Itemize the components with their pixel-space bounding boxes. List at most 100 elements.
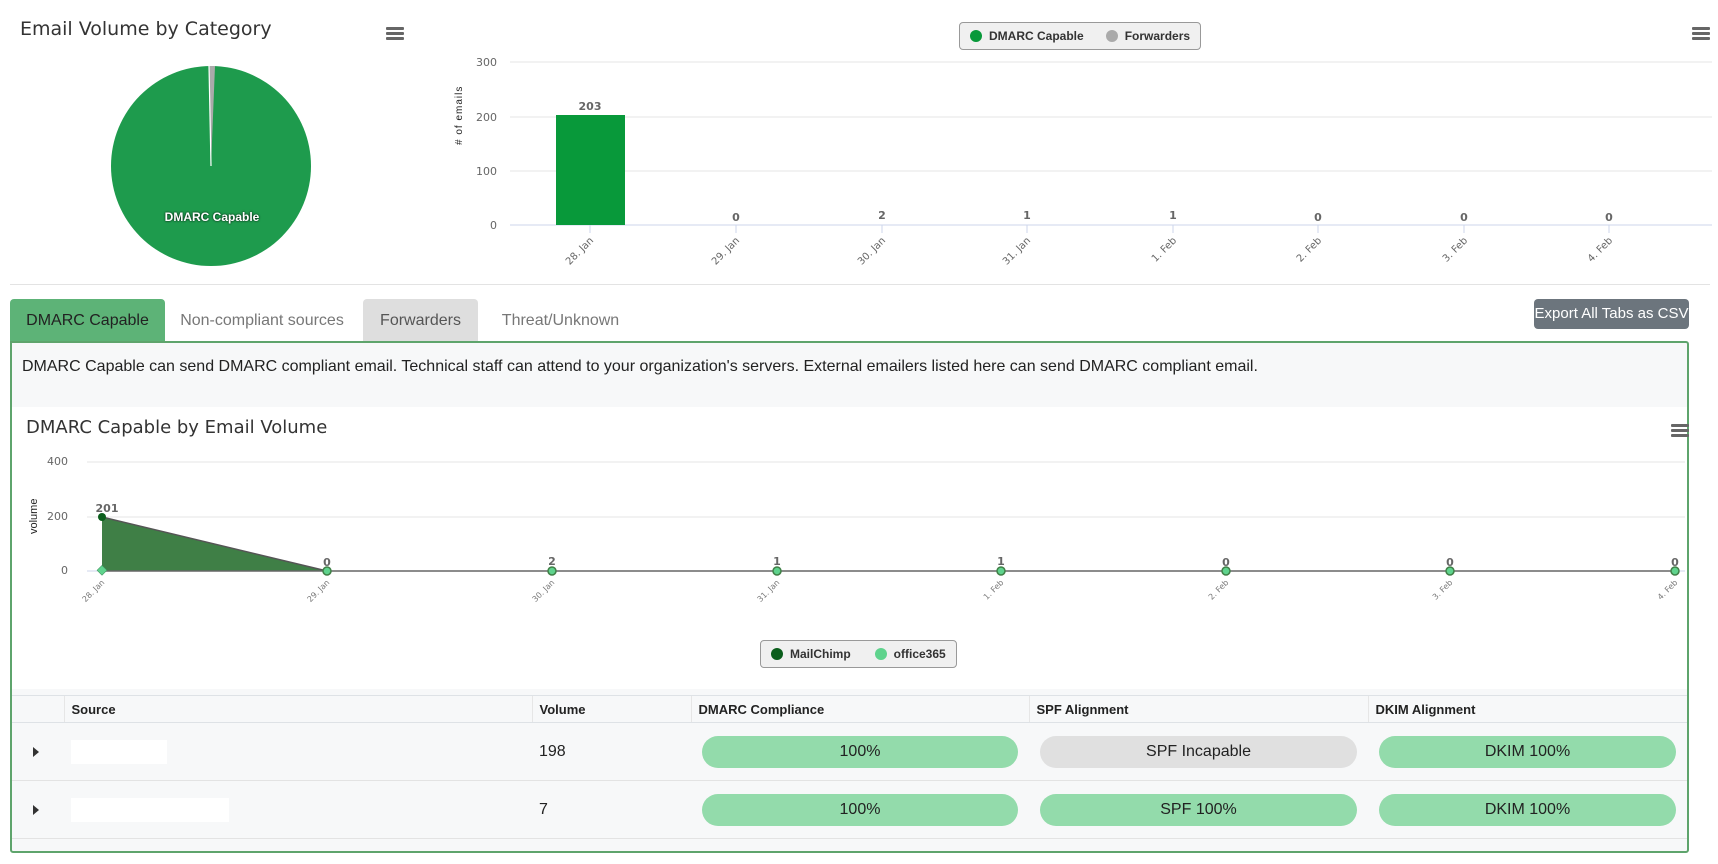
dkim-alignment-badge: DKIM 100% — [1379, 793, 1676, 826]
y-tick: 0 — [61, 564, 68, 577]
svg-text:203: 203 — [579, 100, 602, 113]
legend-dot-icon — [771, 648, 783, 660]
spf-alignment-badge: SPF 100% — [1040, 793, 1357, 826]
point[interactable] — [547, 566, 557, 576]
source-name[interactable] — [71, 797, 229, 822]
volume-cell: 198 — [532, 722, 691, 781]
svg-text:0: 0 — [1671, 556, 1679, 569]
y-axis-title: # of emails — [454, 85, 465, 145]
volume-cell: 7 — [532, 780, 691, 839]
legend-item-dmarc-capable[interactable]: DMARC Capable — [970, 29, 1084, 43]
bar-chart-legend: DMARC Capable Forwarders — [959, 22, 1202, 50]
sources-table: Source Volume DMARC Compliance SPF Align… — [12, 695, 1687, 839]
pie-chart-title: Email Volume by Category — [20, 18, 272, 40]
point[interactable] — [1221, 566, 1231, 576]
svg-text:3. Feb: 3. Feb — [1441, 235, 1470, 264]
svg-text:2. Feb: 2. Feb — [1207, 578, 1231, 602]
legend-item-office365[interactable]: office365 — [874, 647, 946, 661]
svg-text:0: 0 — [732, 211, 740, 224]
svg-text:29. Jan: 29. Jan — [710, 235, 742, 267]
point[interactable] — [322, 566, 332, 576]
col-dkim-alignment[interactable]: DKIM Alignment — [1367, 695, 1687, 723]
svg-text:29. Jan: 29. Jan — [306, 578, 332, 604]
tab-non-compliant-sources[interactable]: Non-compliant sources — [180, 312, 344, 329]
svg-text:0: 0 — [1222, 556, 1230, 569]
legend-item-forwarders[interactable]: Forwarders — [1105, 29, 1191, 43]
hamburger-menu-icon[interactable] — [1692, 27, 1710, 41]
point[interactable] — [1670, 566, 1680, 576]
point[interactable] — [1445, 566, 1455, 576]
point-mailchimp-28-jan[interactable] — [98, 513, 106, 521]
tab-description: DMARC Capable can send DMARC compliant e… — [22, 358, 1258, 375]
col-source[interactable]: Source — [63, 695, 532, 723]
legend-label: MailChimp — [790, 647, 851, 661]
table-row[interactable]: 198 100% SPF Incapable DKIM 100% — [12, 722, 1687, 781]
tab-dmarc-capable[interactable]: DMARC Capable — [10, 299, 165, 342]
y-tick: 100 — [476, 165, 497, 178]
expand-caret-icon[interactable] — [33, 804, 39, 815]
point[interactable] — [772, 566, 782, 576]
bar-28-jan[interactable] — [556, 115, 625, 225]
svg-text:1: 1 — [773, 555, 781, 568]
table-row[interactable]: 7 100% SPF 100% DKIM 100% — [12, 780, 1687, 839]
pie-chart — [111, 65, 311, 266]
source-name[interactable] — [71, 739, 167, 764]
svg-text:0: 0 — [1605, 211, 1613, 224]
svg-text:1: 1 — [997, 555, 1005, 568]
svg-text:4. Feb: 4. Feb — [1656, 578, 1680, 602]
y-tick: 300 — [476, 56, 497, 69]
expand-caret-icon[interactable] — [33, 746, 39, 757]
y-tick: 200 — [47, 510, 68, 523]
svg-text:2. Feb: 2. Feb — [1295, 235, 1324, 264]
col-spf-alignment[interactable]: SPF Alignment — [1028, 695, 1368, 723]
spf-alignment-badge: SPF Incapable — [1040, 735, 1357, 768]
tab-threat-unknown[interactable]: Threat/Unknown — [501, 312, 620, 329]
y-axis-title: volume — [28, 498, 40, 534]
svg-text:4. Feb: 4. Feb — [1586, 235, 1615, 264]
y-tick: 400 — [47, 455, 68, 468]
col-dmarc-compliance[interactable]: DMARC Compliance — [690, 695, 1029, 723]
svg-text:0: 0 — [1460, 211, 1468, 224]
pie-slice-label: DMARC Capable — [164, 210, 260, 224]
legend-label: office365 — [893, 647, 946, 661]
svg-text:201: 201 — [96, 502, 119, 515]
col-expand — [12, 695, 64, 723]
svg-text:31. Jan: 31. Jan — [756, 578, 782, 604]
col-volume[interactable]: Volume — [531, 695, 691, 723]
export-csv-button[interactable]: Export All Tabs as CSV — [1534, 299, 1689, 329]
svg-text:28. Jan: 28. Jan — [564, 235, 596, 267]
hamburger-menu-icon[interactable] — [386, 27, 404, 41]
legend-label: DMARC Capable — [989, 29, 1084, 43]
area-chart-legend: MailChimp office365 — [760, 640, 957, 668]
svg-text:2: 2 — [878, 209, 886, 222]
svg-text:1. Feb: 1. Feb — [982, 578, 1006, 602]
svg-text:28. Jan: 28. Jan — [81, 578, 107, 604]
table-header-row: Source Volume DMARC Compliance SPF Align… — [12, 695, 1687, 723]
legend-dot-icon — [1105, 30, 1118, 42]
y-tick: 0 — [490, 219, 497, 232]
svg-text:0: 0 — [323, 556, 331, 569]
svg-text:31. Jan: 31. Jan — [1001, 235, 1033, 267]
y-tick: 200 — [476, 111, 497, 124]
legend-label: Forwarders — [1124, 29, 1191, 43]
point[interactable] — [996, 566, 1006, 576]
legend-dot-icon — [970, 30, 982, 42]
svg-text:1: 1 — [1169, 209, 1177, 222]
bar-chart-plot: 203 0 2 1 1 0 0 0 28. Jan 29. Jan 30. Ja… — [510, 61, 1712, 268]
svg-text:1: 1 — [1023, 209, 1031, 222]
dmarc-compliance-badge: 100% — [702, 793, 1018, 826]
area-chart-panel: DMARC Capable by Email Volume volume 400… — [12, 407, 1689, 689]
tab-panel-dmarc-capable: DMARC Capable can send DMARC compliant e… — [10, 341, 1689, 853]
section-divider — [10, 284, 1710, 285]
svg-text:3. Feb: 3. Feb — [1431, 578, 1455, 602]
svg-text:0: 0 — [1446, 556, 1454, 569]
svg-text:1. Feb: 1. Feb — [1150, 235, 1179, 264]
dmarc-compliance-badge: 100% — [702, 735, 1018, 768]
svg-text:30. Jan: 30. Jan — [856, 235, 888, 267]
svg-text:30. Jan: 30. Jan — [531, 578, 557, 604]
tab-forwarders[interactable]: Forwarders — [363, 299, 478, 342]
hamburger-menu-icon[interactable] — [1671, 424, 1689, 438]
svg-text:2: 2 — [548, 555, 556, 568]
svg-text:0: 0 — [1314, 211, 1322, 224]
legend-item-mailchimp[interactable]: MailChimp — [771, 647, 851, 661]
